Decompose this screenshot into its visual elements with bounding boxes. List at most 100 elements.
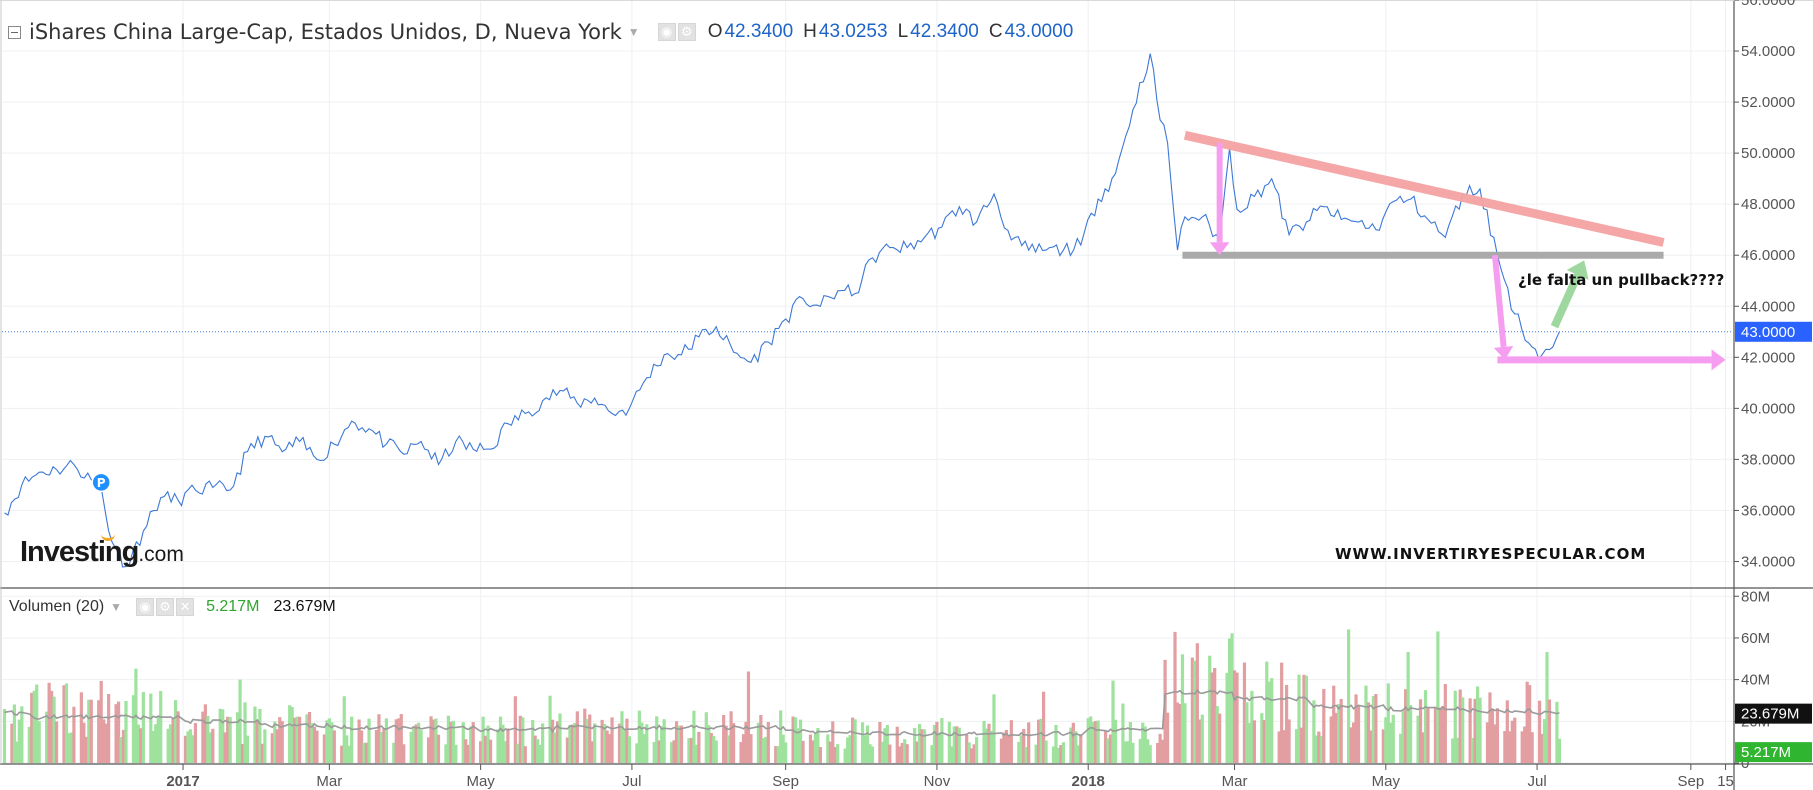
volume-bar (538, 744, 542, 763)
volume-bar (121, 729, 126, 763)
volume-bar (503, 741, 508, 763)
volume-bar (1108, 734, 1113, 763)
volume-bar (243, 702, 247, 763)
volume-bar (17, 719, 21, 763)
volume-bar (1401, 711, 1405, 763)
volume-bar (1156, 742, 1160, 763)
volume-bar (1173, 631, 1177, 763)
watermark: WWW.INVERTIRYESPECULAR.COM (1335, 545, 1646, 563)
volume-bar (2, 708, 7, 763)
volume-bar (483, 735, 488, 763)
volume-bar (1213, 667, 1217, 763)
volume-bar (764, 736, 768, 763)
volume-bar (79, 692, 83, 763)
volume-bar (1409, 704, 1413, 763)
volume-bar (900, 743, 904, 763)
volume-bar (1051, 746, 1056, 763)
volume-bar (183, 735, 188, 763)
volume-bar (1195, 643, 1199, 763)
volume-bar (811, 740, 815, 763)
volume-bar (568, 725, 572, 763)
y-tick-label: 34.0000 (1741, 553, 1795, 570)
marker-label: P (97, 476, 106, 490)
volume-bar (531, 719, 535, 763)
volume-bar (915, 741, 919, 763)
collapse-icon[interactable] (8, 25, 21, 39)
volume-bar (228, 717, 232, 763)
volume-bar (1027, 722, 1031, 763)
volume-bar (741, 734, 746, 763)
volume-bar (828, 741, 832, 763)
gear-icon[interactable]: ⚙ (156, 598, 175, 616)
y-tick-label: 40.0000 (1741, 400, 1795, 417)
resistance-line (1183, 130, 1665, 247)
volume-bar (1039, 718, 1043, 763)
volume-bar (1441, 705, 1445, 763)
volume-bar (37, 721, 41, 763)
volume-bar (992, 694, 996, 763)
volume-bar (30, 692, 34, 763)
volume-bar (1054, 724, 1058, 763)
volume-bar (350, 716, 354, 763)
volume-bar (1071, 722, 1075, 763)
volume-tick-label: 60M (1741, 630, 1770, 647)
gear-icon[interactable]: ⚙ (677, 23, 696, 41)
volume-bar (982, 720, 986, 763)
volume-bar (1508, 731, 1512, 763)
volume-bar (486, 725, 490, 763)
volume-bar (883, 728, 887, 763)
volume-bar (273, 721, 277, 763)
volume-bar (1547, 699, 1552, 763)
volume-bar (1086, 718, 1090, 763)
ohlc-open: O 42.3400 (707, 21, 794, 42)
volume-bar (865, 725, 870, 763)
volume-bar (218, 708, 222, 763)
volume-bar (1247, 722, 1252, 763)
volume-bar (697, 731, 701, 763)
volume-bar (1510, 720, 1514, 763)
volume-bar (672, 740, 676, 763)
volume-bar (1314, 735, 1318, 763)
volume-bar (1069, 727, 1073, 763)
volume-bar (392, 742, 396, 763)
current-price-label-bg (1735, 321, 1812, 342)
volume-bar (851, 717, 855, 763)
volume-bar (1044, 740, 1048, 763)
volume-bar (104, 723, 108, 763)
chevron-down-icon[interactable]: ▼ (110, 600, 123, 614)
volume-bar (1163, 659, 1167, 763)
volume-bar (1270, 678, 1274, 763)
volume-last-label: 5.217M (1741, 744, 1791, 761)
drop-arrow-head (1209, 242, 1230, 256)
volume-bar (687, 738, 691, 763)
volume-bar (1334, 712, 1338, 763)
volume-bar (1351, 722, 1356, 763)
volume-bar (712, 736, 716, 763)
volume-bar (1175, 702, 1180, 763)
volume-bar (124, 700, 128, 763)
volume-bar (796, 728, 800, 763)
volume-bar (1022, 729, 1026, 763)
y-tick-label: 50.0000 (1741, 145, 1795, 162)
eye-icon[interactable]: ◉ (136, 598, 155, 616)
volume-bar (937, 732, 942, 763)
volume-label: Volumen (20) (9, 598, 105, 615)
volume-average-label-bg (1735, 703, 1812, 724)
volume-bar (67, 733, 71, 763)
volume-bar (451, 720, 455, 763)
volume-bar (1490, 708, 1495, 763)
y-tick-label: 46.0000 (1741, 247, 1795, 264)
volume-bar (793, 717, 798, 763)
x-tick-label: May (466, 773, 495, 790)
volume-bar (952, 726, 956, 763)
close-icon[interactable]: ✕ (176, 598, 195, 616)
volume-bar (774, 746, 778, 763)
volume-bar (1530, 732, 1534, 763)
volume-bar (263, 729, 267, 763)
eye-icon[interactable]: ◉ (657, 23, 676, 41)
drop-arrow-head (1493, 345, 1514, 360)
volume-bar (1285, 684, 1289, 763)
volume-bar (940, 718, 944, 763)
chevron-down-icon[interactable]: ▼ (627, 25, 640, 39)
